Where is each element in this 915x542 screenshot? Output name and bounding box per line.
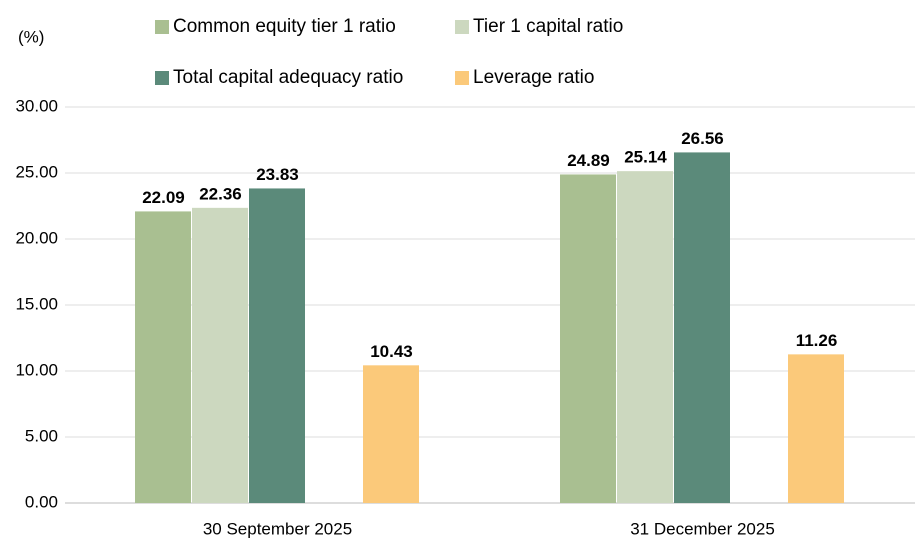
y-tick-label: 15.00 [15, 294, 58, 313]
value-label: 22.09 [142, 188, 185, 207]
bar [617, 171, 673, 504]
value-label: 24.89 [567, 151, 610, 170]
y-tick-label: 20.00 [15, 228, 58, 247]
legend-swatch [455, 71, 469, 85]
bar [135, 211, 191, 504]
legend-label: Total capital adequacy ratio [173, 67, 403, 88]
bar [560, 174, 616, 503]
bar [788, 354, 844, 503]
y-tick-label: 5.00 [25, 426, 58, 445]
legend-label: Common equity tier 1 ratio [173, 16, 396, 37]
x-tick-label: 30 September 2025 [203, 519, 352, 538]
bar [249, 188, 305, 503]
bar [192, 207, 248, 503]
x-tick-label: 31 December 2025 [630, 519, 775, 538]
value-label: 23.83 [256, 165, 299, 184]
bar [674, 152, 730, 503]
y-tick-label: 10.00 [15, 360, 58, 379]
value-label: 25.14 [624, 148, 667, 167]
value-label: 10.43 [370, 342, 413, 361]
legend-swatch [455, 20, 469, 34]
y-tick-label: 25.00 [15, 162, 58, 181]
y-tick-label: 30.00 [15, 96, 58, 115]
value-label: 26.56 [681, 129, 724, 148]
legend-swatch [155, 20, 169, 34]
legend-label: Leverage ratio [473, 67, 594, 88]
legend-label: Tier 1 capital ratio [473, 16, 623, 37]
value-label: 11.26 [796, 331, 838, 350]
legend-swatch [155, 71, 169, 85]
y-tick-label: 0.00 [25, 492, 58, 511]
y-axis-label: (%) [18, 27, 44, 46]
bar [363, 365, 419, 503]
value-label: 22.36 [199, 184, 242, 203]
